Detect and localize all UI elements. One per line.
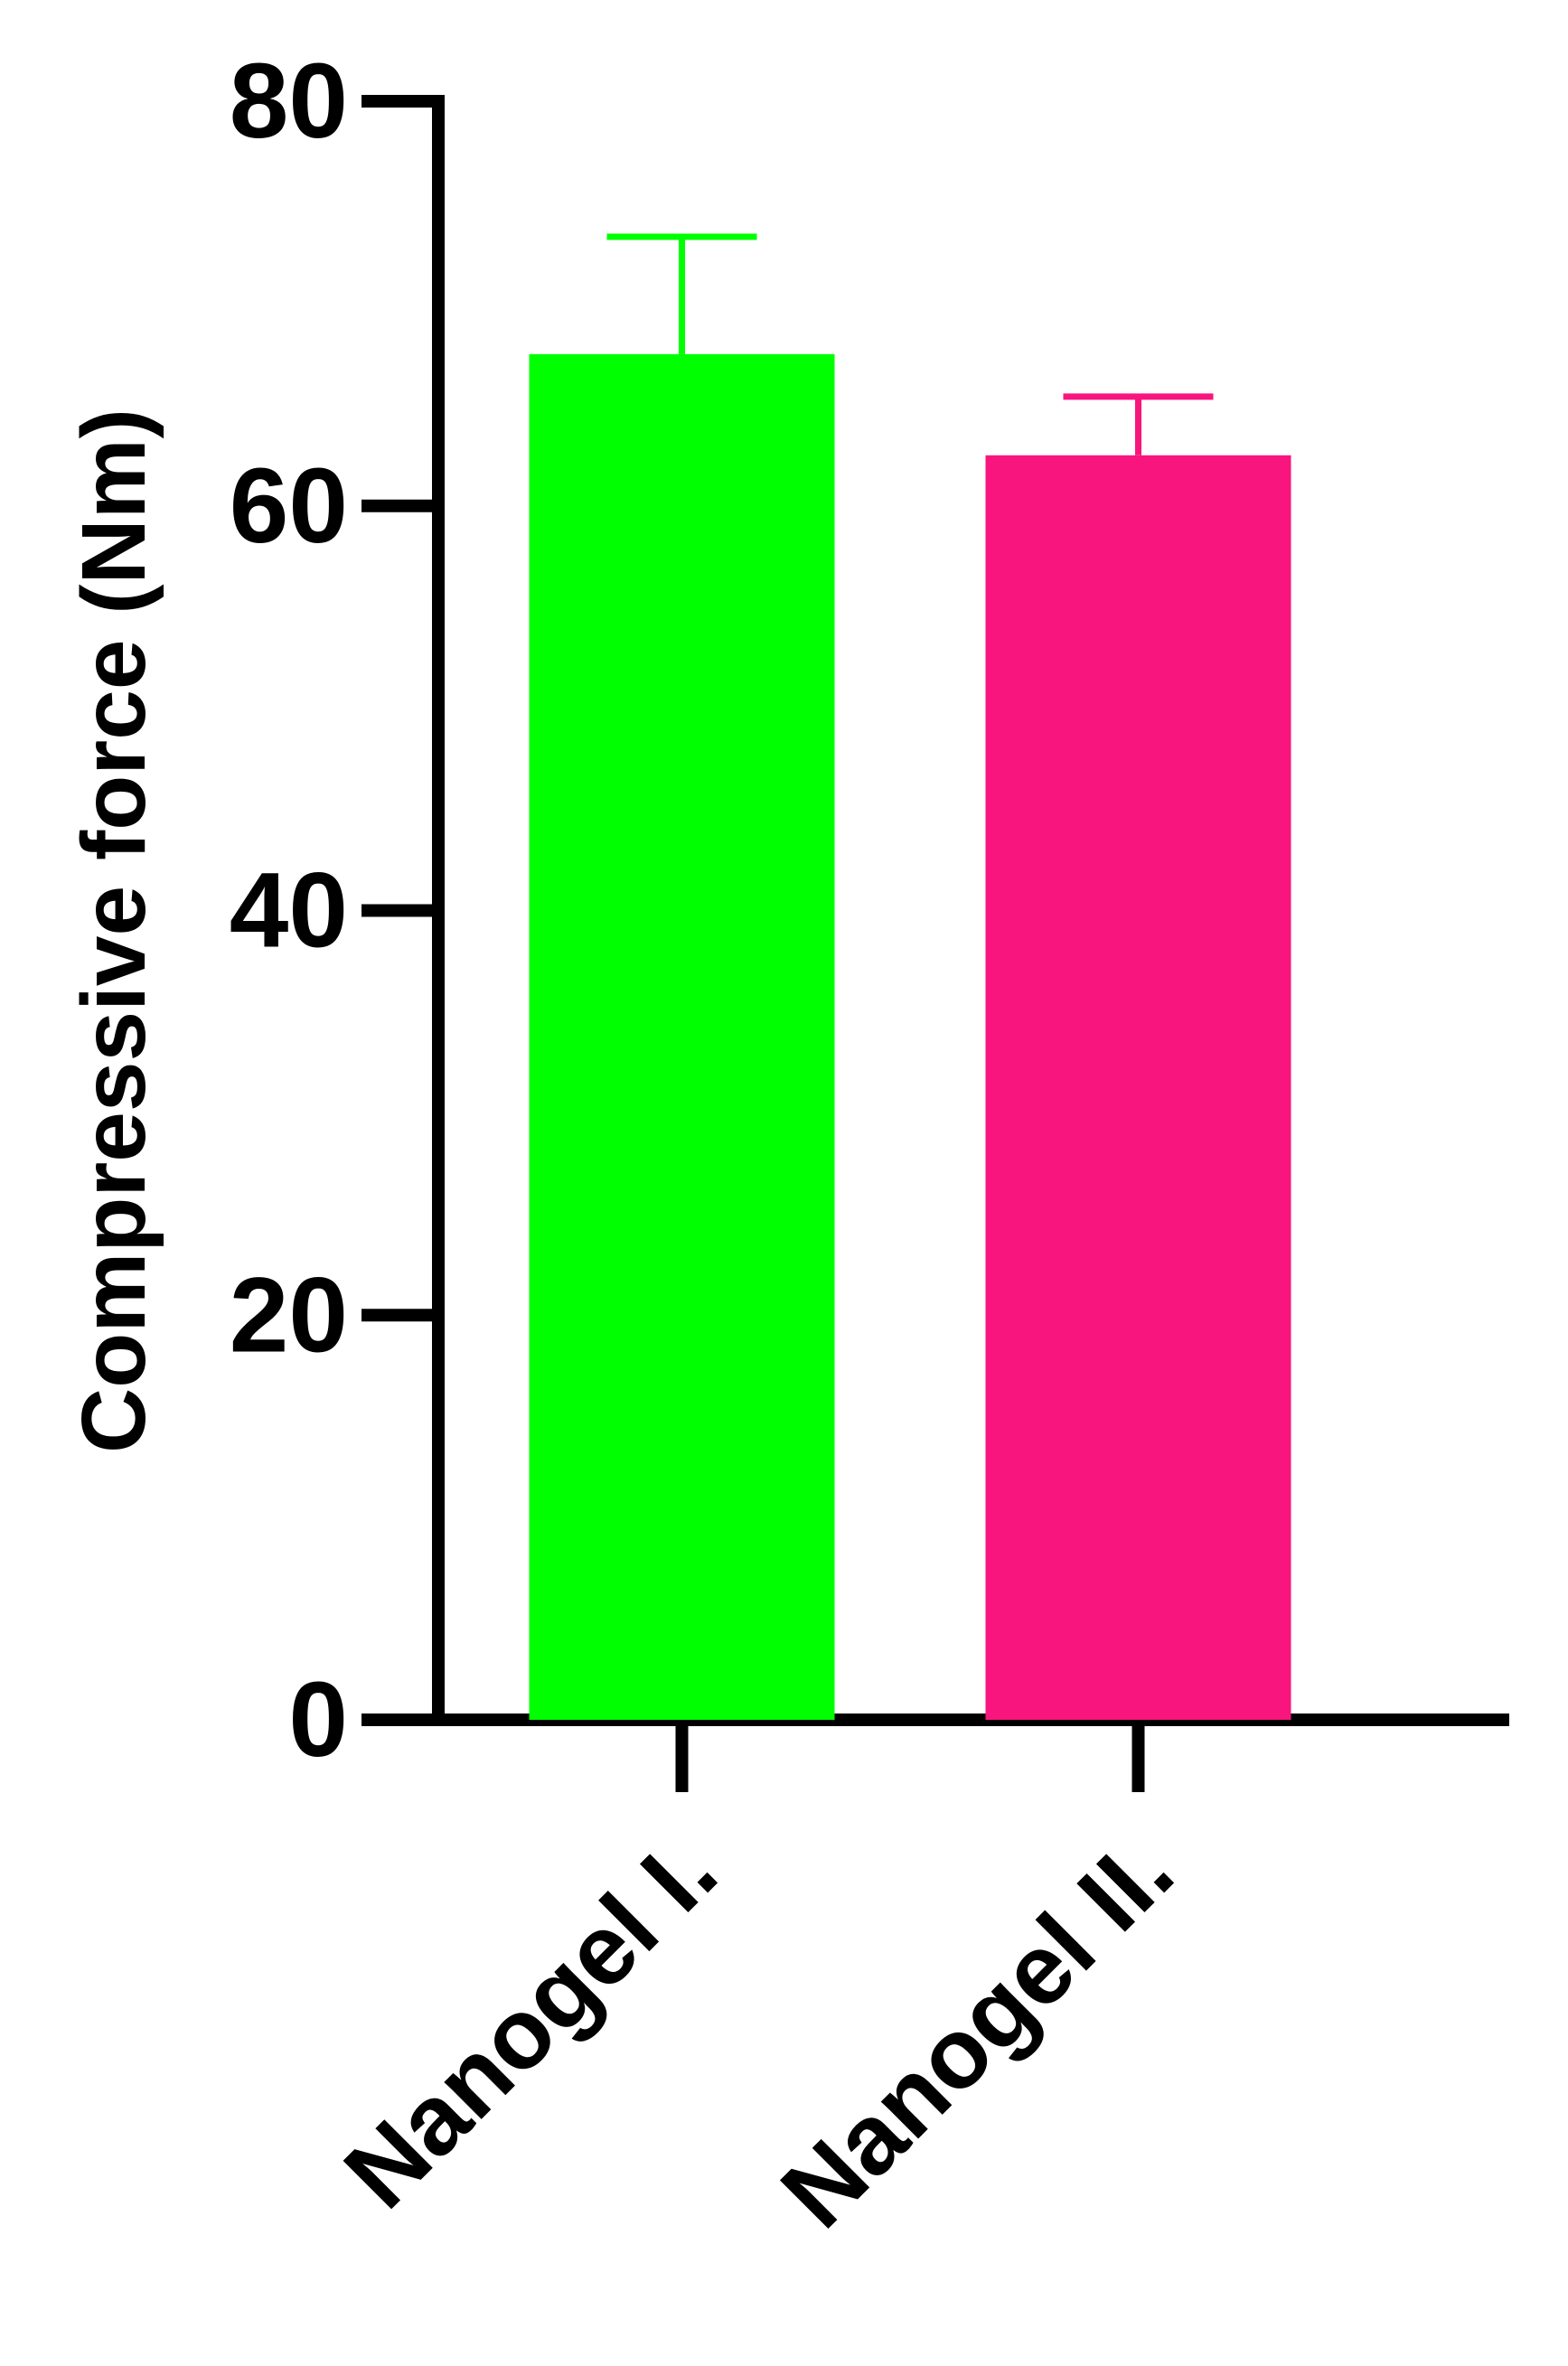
y-tick-label: 80 (230, 42, 348, 161)
y-tick-label: 20 (230, 1255, 348, 1375)
y-tick-label: 40 (230, 851, 348, 971)
y-axis-label: Compressive force (Nm) (63, 408, 164, 1453)
y-tick-label: 0 (288, 1660, 348, 1779)
bars (529, 233, 1291, 1720)
x-tick-label: Nanogel I. (324, 1815, 738, 2230)
bar (529, 353, 835, 1720)
bar (985, 455, 1291, 1720)
x-tick-label: Nanogel II. (760, 1815, 1194, 2249)
y-tick-label: 60 (230, 446, 348, 566)
